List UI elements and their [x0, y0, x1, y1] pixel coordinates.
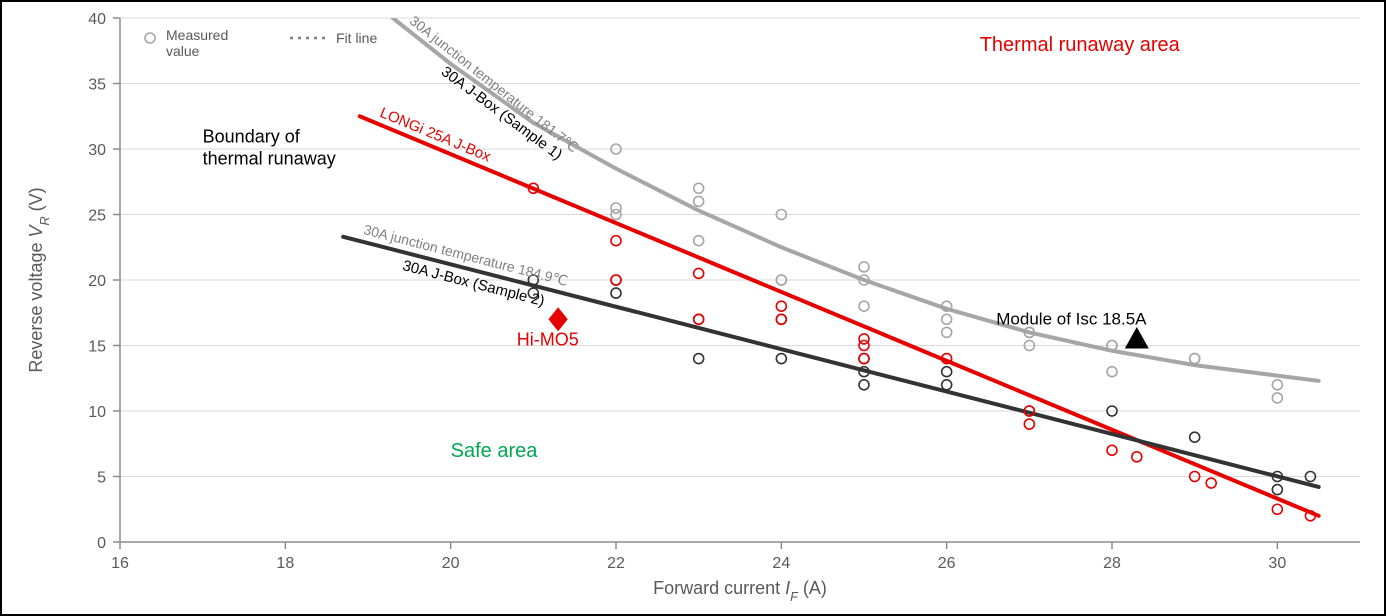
annotation-boundary: Boundary of [203, 126, 301, 146]
legend-fitline-label: Fit line [336, 30, 377, 46]
annotation-himo5: Hi-MO5 [517, 330, 579, 350]
legend-measured-label2: value [166, 43, 200, 59]
x-tick-label: 18 [276, 555, 294, 572]
x-tick-label: 26 [938, 555, 956, 572]
y-tick-label: 0 [97, 535, 106, 552]
x-tick-label: 28 [1103, 555, 1121, 572]
y-tick-label: 30 [88, 142, 106, 159]
legend-measured-label: Measured [166, 27, 228, 43]
y-tick-label: 35 [88, 77, 106, 94]
x-tick-label: 20 [442, 555, 460, 572]
chart-svg: 16182022242628300510152025303540Forward … [0, 0, 1386, 616]
y-tick-label: 5 [97, 470, 106, 487]
y-tick-label: 40 [88, 11, 106, 28]
thermal-runaway-chart: 16182022242628300510152025303540Forward … [0, 0, 1386, 616]
y-tick-label: 10 [88, 404, 106, 421]
x-tick-label: 24 [772, 555, 790, 572]
annotation-thermal_area: Thermal runaway area [980, 34, 1181, 56]
y-tick-label: 20 [88, 273, 106, 290]
y-tick-label: 25 [88, 208, 106, 225]
x-tick-label: 30 [1268, 555, 1286, 572]
annotation-module_isc: Module of Isc 18.5A [996, 310, 1147, 329]
annotation-boundary: thermal runaway [203, 148, 336, 168]
y-tick-label: 15 [88, 339, 106, 356]
x-tick-label: 22 [607, 555, 625, 572]
x-tick-label: 16 [111, 555, 129, 572]
annotation-safe_area: Safe area [451, 440, 539, 462]
